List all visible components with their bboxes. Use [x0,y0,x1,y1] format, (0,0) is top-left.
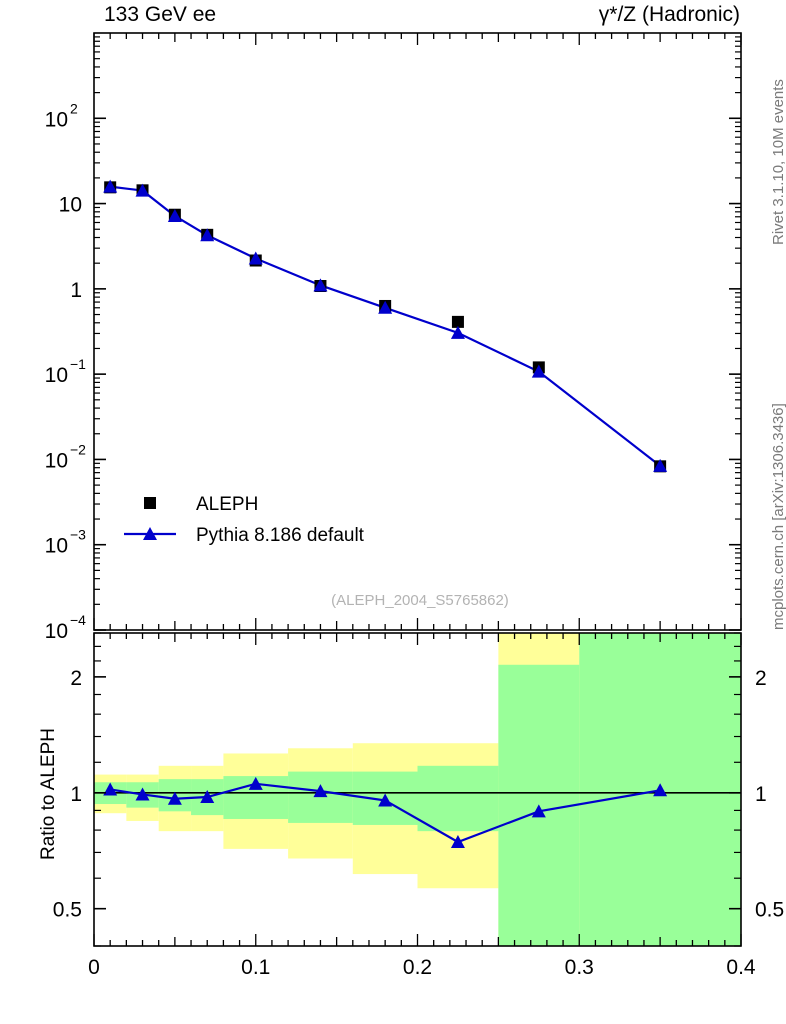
svg-text:2: 2 [70,100,78,116]
ratio-point-marker [103,782,118,796]
mc-point-marker [653,458,668,472]
side-label-mcplots: mcplots.cern.ch [arXiv:1306.3436] [770,403,786,630]
mc-point-marker [135,183,150,197]
ratio-bands [94,633,741,946]
ratio-plot-panel: 2 2 1 1 0.5 0.5 0 0.1 0.2 0.3 0.4 [53,632,784,979]
mc-point-marker [531,364,546,378]
ratio-point-marker [653,783,668,797]
ratio-point-marker [135,787,150,801]
svg-text:−2: −2 [70,441,86,457]
x-tick-label: 0.4 [726,956,756,979]
mc-point-marker [450,325,465,339]
legend-label: Pythia 8.186 default [196,525,365,546]
x-tick-label: 0 [88,956,100,979]
ratio-band-inner [288,771,353,823]
legend-square-marker [144,497,156,509]
y-tick-label: 10 −3 [45,527,87,558]
ratio-point-marker [248,776,263,790]
ratio-y-tick-label: 0.5 [53,899,82,922]
mc-point-marker [313,278,328,292]
header-left-label: 133 GeV ee [104,3,217,26]
y-tick-label: 1 [70,279,82,302]
mc-point-marker [103,179,118,193]
ratio-y-tick-label-right: 2 [755,667,767,690]
svg-text:10: 10 [45,449,68,472]
svg-text:−3: −3 [70,527,86,543]
data-point-marker [451,315,464,328]
mc-point-marker [248,251,263,265]
analysis-watermark: (ALEPH_2004_S5765862) [331,592,509,609]
svg-text:10: 10 [45,364,68,387]
ratio-band-inner [417,765,499,832]
ratio-point-marker [378,793,393,807]
mc-curve [110,185,661,467]
ratio-point-marker [313,784,328,798]
svg-text:10: 10 [45,535,68,558]
y-tick-label: 10 2 [45,100,78,131]
x-tick-label: 0.3 [565,956,594,979]
svg-text:1: 1 [70,279,82,302]
ratio-axis-label: Ratio to ALEPH [38,727,59,860]
x-tick-label: 0.1 [241,956,270,979]
svg-text:10: 10 [59,194,82,217]
svg-text:10: 10 [45,620,68,643]
svg-text:−1: −1 [70,356,86,372]
side-label-rivet: Rivet 3.1.10, 10M events [770,79,786,245]
legend-label: ALEPH [196,494,258,515]
ratio-point-marker [531,804,546,818]
y-tick-label: 10 −2 [45,441,87,472]
y-tick-label: 10 −1 [45,356,87,387]
y-tick-label: 10 [59,194,82,217]
ratio-y-tick-label-right: 1 [755,783,767,806]
main-plot-frame [93,32,742,631]
ratio-y-tick-label: 1 [70,783,82,806]
svg-text:10: 10 [45,108,68,131]
ratio-point-marker [200,790,215,804]
ratio-curve [110,782,661,844]
legend-triangle-marker [143,527,157,540]
ratio-y-tick-label-right: 0.5 [755,899,784,922]
legend: ALEPH Pythia 8.186 default (ALEPH_2004_S57… [124,494,509,609]
y-tick-label: 10 −4 [45,612,87,643]
svg-text:−4: −4 [70,612,86,628]
mc-point-marker [378,300,393,314]
x-tick-label: 0.2 [403,956,432,979]
ratio-point-marker [450,835,465,849]
ratio-y-tick-label: 2 [70,667,82,690]
mc-point-marker [167,208,182,222]
header-right-label: γ*/Z (Hadronic) [598,3,740,26]
legend-item[interactable]: ALEPH [144,494,258,515]
mc-point-marker [200,228,215,242]
ratio-point-marker [167,791,182,805]
legend-item[interactable]: Pythia 8.186 default [124,525,365,546]
